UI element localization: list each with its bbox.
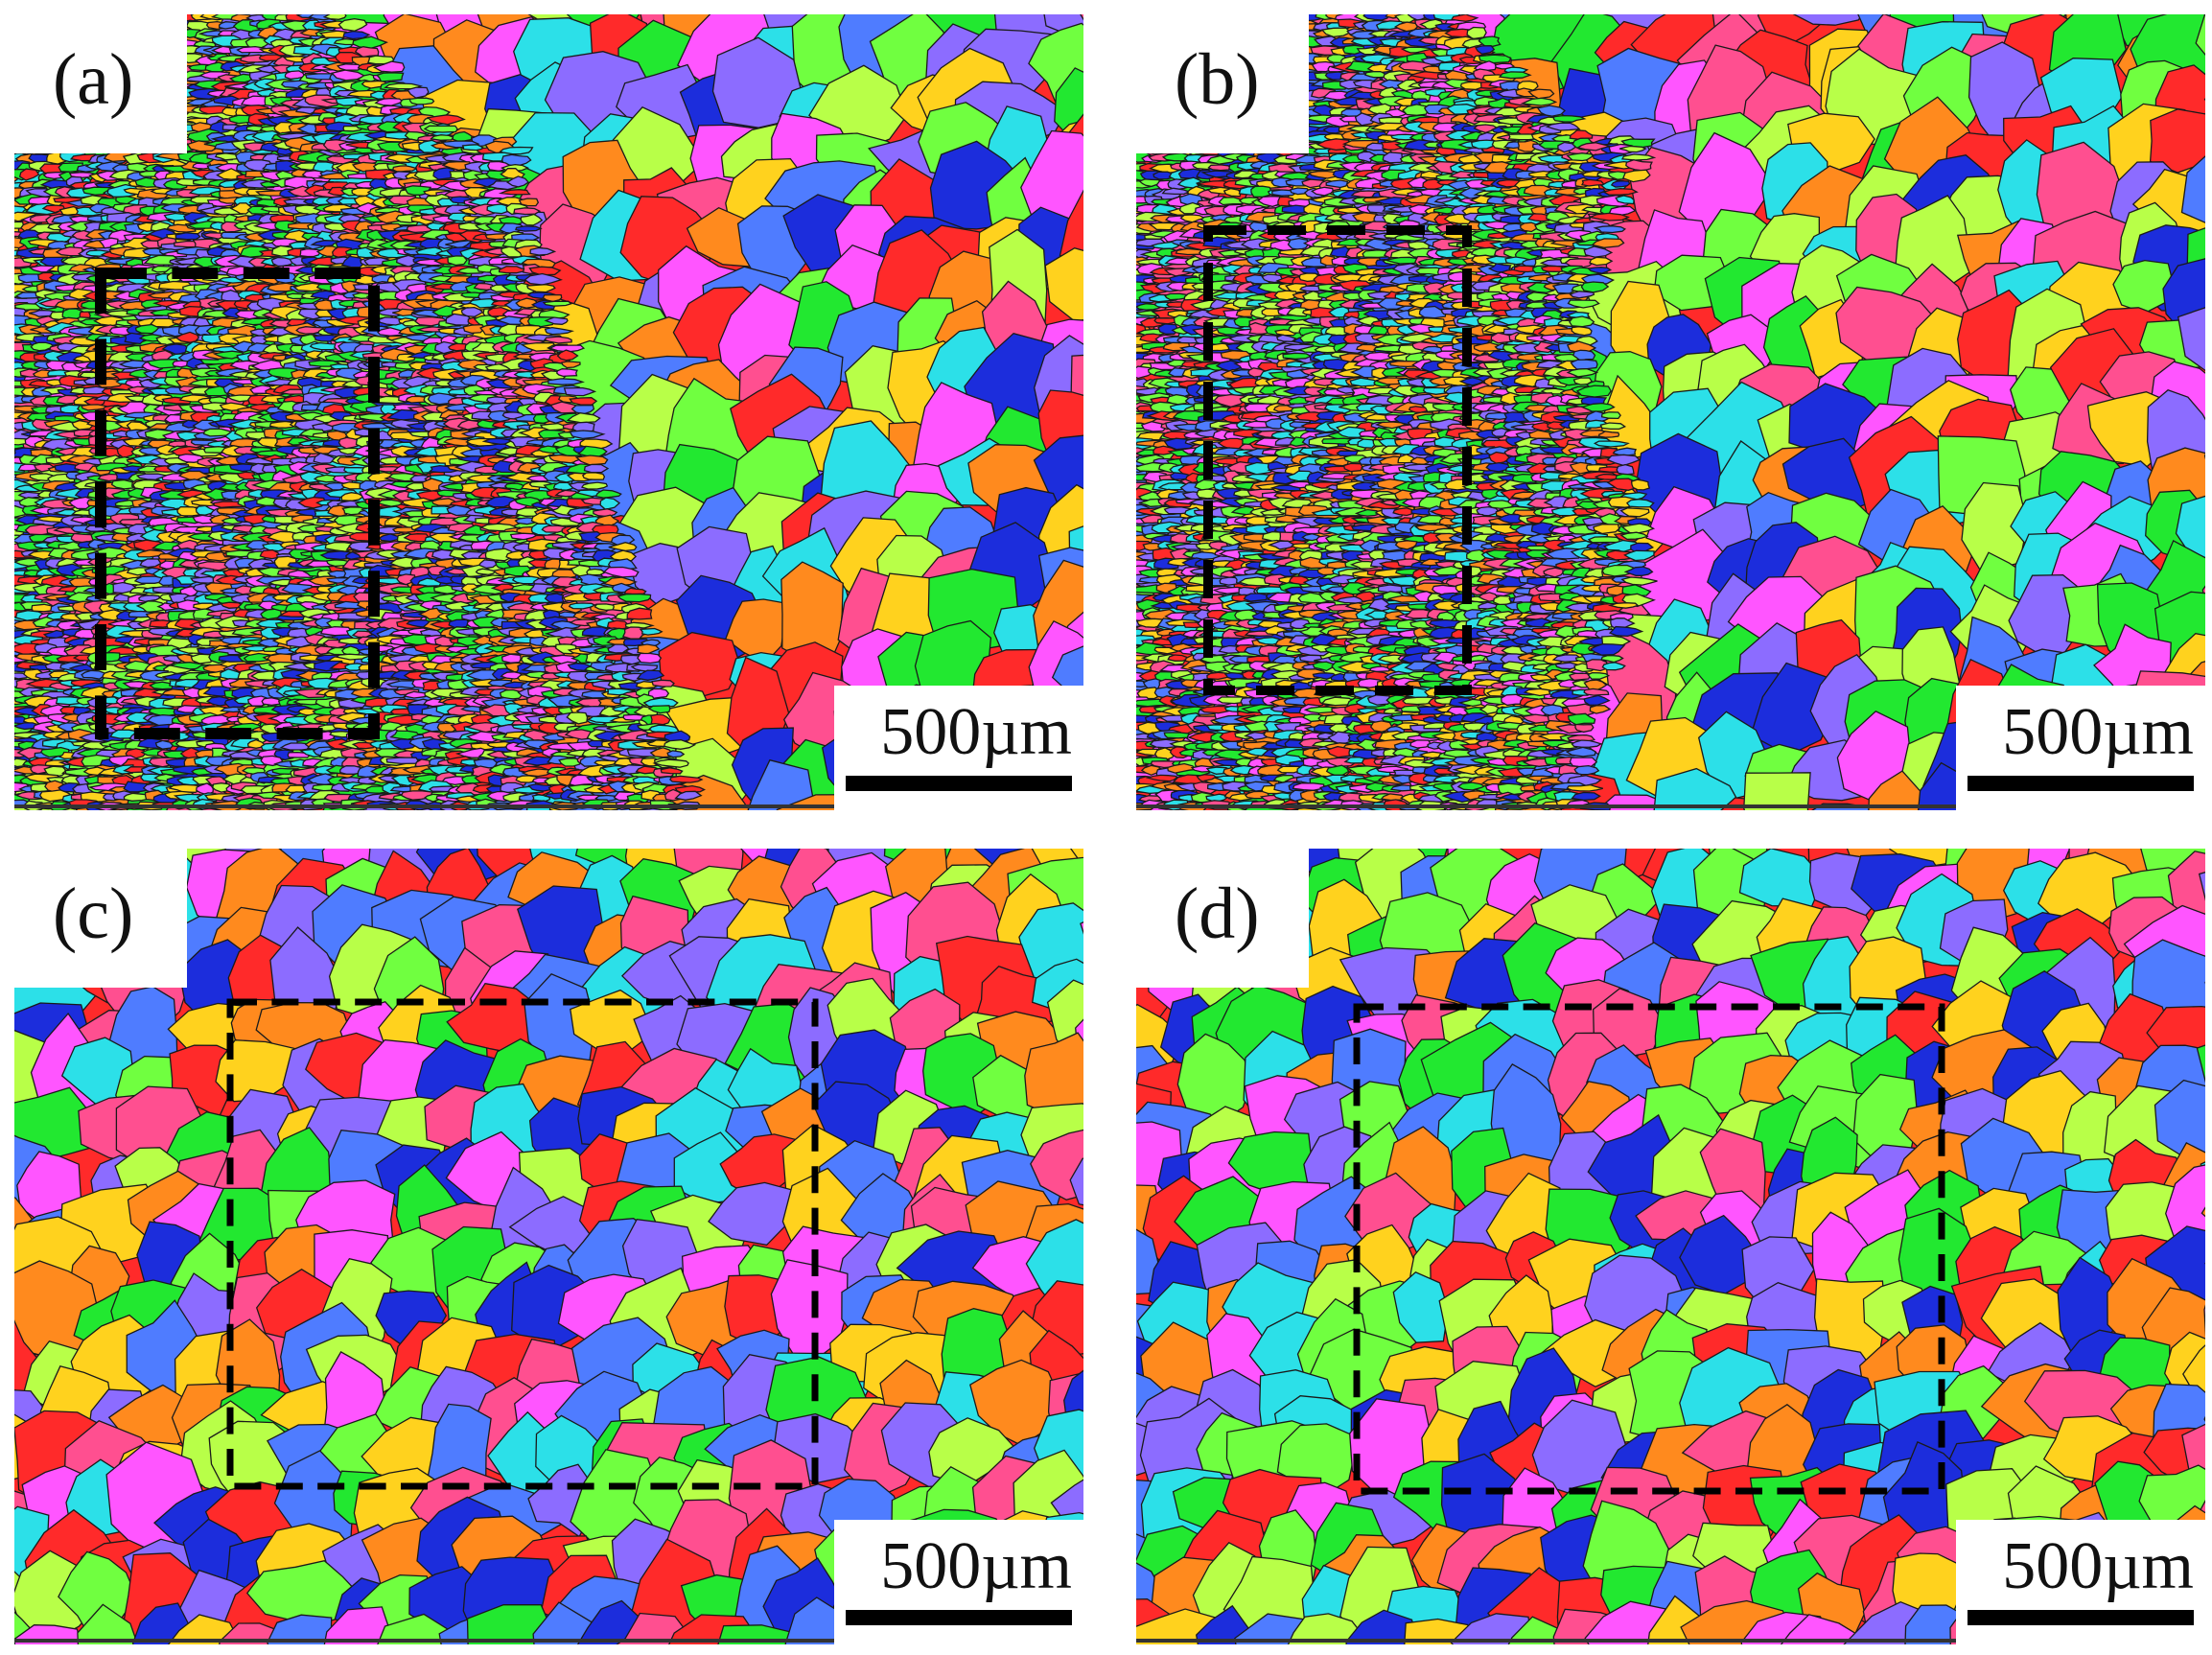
region-of-interest-box — [1203, 225, 1472, 695]
grain-orientation-map — [1136, 14, 2205, 810]
panel-label-box: (d) — [1136, 849, 1309, 988]
panel-label: (b) — [1175, 39, 1260, 120]
ebsd-map-panel-d: (d) 500µm — [1136, 849, 2205, 1644]
panel-label-box: (b) — [1136, 14, 1309, 153]
scale-bar-label: 500µm — [2002, 695, 2194, 769]
bottom-rule — [1136, 804, 1961, 808]
panel-label-box: (c) — [14, 849, 187, 988]
bottom-rule — [14, 1639, 839, 1643]
scale-bar-box: 500µm — [834, 1520, 1083, 1644]
panel-label: (c) — [53, 874, 134, 954]
ebsd-map-panel-a: (a) 500µm — [14, 14, 1083, 810]
scale-bar-box: 500µm — [1956, 686, 2205, 810]
grain-orientation-map — [1136, 849, 2205, 1644]
panel-label: (a) — [53, 39, 134, 120]
scale-bar-label: 500µm — [880, 1529, 1072, 1603]
scale-bar-label: 500µm — [2002, 1529, 2194, 1603]
scale-bar-label: 500µm — [880, 695, 1072, 769]
scale-bar — [846, 1610, 1072, 1625]
grain-orientation-map — [14, 14, 1083, 810]
scale-bar — [1968, 1610, 2194, 1625]
region-of-interest-box — [1353, 1003, 1945, 1495]
region-of-interest-box — [95, 268, 380, 739]
scale-bar — [1968, 776, 2194, 791]
bottom-rule — [1136, 1639, 1961, 1643]
panel-label-box: (a) — [14, 14, 187, 153]
region-of-interest-box — [226, 998, 819, 1490]
bottom-rule — [14, 804, 839, 808]
scale-bar-box: 500µm — [1956, 1520, 2205, 1644]
ebsd-map-panel-c: (c) 500µm — [14, 849, 1083, 1644]
panel-label: (d) — [1175, 874, 1260, 954]
ebsd-map-panel-b: (b) 500µm — [1136, 14, 2205, 810]
scale-bar-box: 500µm — [834, 686, 1083, 810]
scale-bar — [846, 776, 1072, 791]
